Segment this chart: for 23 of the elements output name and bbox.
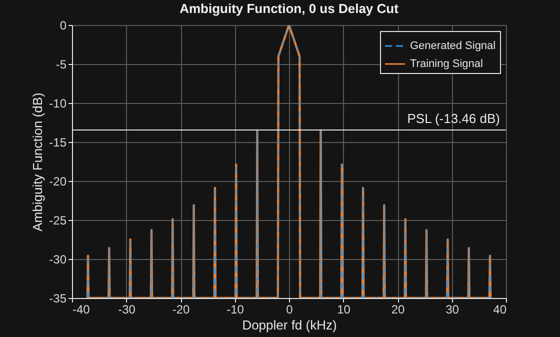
x-tick-label: 10 bbox=[337, 302, 351, 316]
x-tick-label: -10 bbox=[226, 302, 244, 316]
y-tick-label: -15 bbox=[49, 136, 67, 150]
y-tick-label: -25 bbox=[49, 214, 67, 228]
y-axis-title: Ambiguity Function (dB) bbox=[30, 92, 46, 232]
x-tick-label: -30 bbox=[118, 302, 136, 316]
ref-line-label: PSL (-13.46 dB) bbox=[407, 110, 500, 126]
x-tick-label: -40 bbox=[72, 302, 90, 316]
x-tick-label: 20 bbox=[391, 302, 405, 316]
y-tick-label: -35 bbox=[49, 292, 67, 306]
x-tick-label: 40 bbox=[493, 302, 507, 316]
y-tick-label: -10 bbox=[49, 96, 67, 110]
x-axis-title: Doppler fd (kHz) bbox=[242, 318, 337, 332]
x-tick-label: -20 bbox=[172, 302, 190, 316]
y-tick-label: -20 bbox=[49, 174, 67, 188]
y-tick-label: -30 bbox=[49, 252, 67, 266]
y-tick-label: 0 bbox=[60, 18, 67, 32]
legend-label: Training Signal bbox=[410, 58, 483, 70]
legend-label: Generated Signal bbox=[410, 40, 496, 52]
x-tick-label: 30 bbox=[446, 302, 460, 316]
y-tick-label: -5 bbox=[56, 58, 67, 72]
x-tick-label: 0 bbox=[286, 302, 294, 316]
chart-title: Ambiguity Function, 0 us Delay Cut bbox=[180, 1, 400, 16]
